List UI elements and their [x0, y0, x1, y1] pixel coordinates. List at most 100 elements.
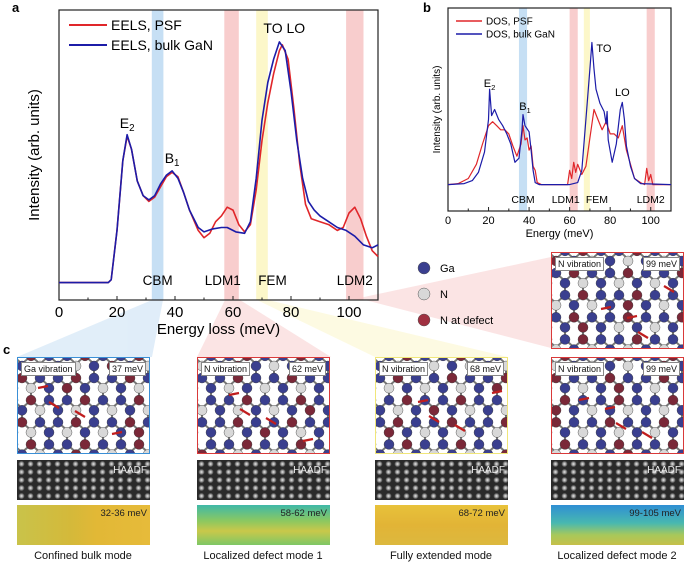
atom	[622, 417, 634, 428]
atom	[376, 405, 386, 416]
atom	[640, 312, 652, 323]
atom	[559, 289, 571, 301]
atom-legend: Ga N N at defect	[417, 261, 493, 327]
plot-frame	[447, 7, 672, 212]
atom	[277, 394, 289, 406]
atom	[43, 427, 55, 438]
atom	[322, 405, 329, 416]
atom	[500, 417, 507, 428]
atom	[205, 394, 217, 406]
x-tick-label: 0	[445, 215, 451, 227]
atom	[214, 405, 226, 416]
atom	[260, 358, 270, 362]
vibration-arrow	[454, 424, 466, 432]
atom-legend-label: N at defect	[440, 315, 493, 327]
x-axis-title: Energy loss (meV)	[157, 321, 280, 338]
vibration-mode-structure: N vibration 99 meV	[551, 357, 684, 454]
atom	[277, 427, 289, 438]
atom	[286, 417, 298, 428]
peak-label-main: TO	[596, 43, 612, 55]
peak-label-main: TO LO	[263, 20, 305, 36]
atom	[134, 358, 144, 362]
atom	[411, 449, 421, 453]
x-tick-label: 80	[604, 215, 616, 227]
atom	[223, 427, 235, 438]
x-tick-label: 20	[482, 215, 494, 227]
atom	[304, 417, 316, 428]
peak-label-sub: 2	[129, 123, 134, 134]
peak-label-sub: 1	[174, 158, 179, 169]
atom	[578, 358, 588, 362]
atom	[25, 427, 37, 438]
atom	[595, 277, 607, 289]
vibration-arrow	[265, 417, 277, 425]
atom	[106, 417, 118, 428]
atom	[52, 405, 64, 416]
vibration-arrow	[626, 314, 638, 320]
vibration-arrow	[417, 398, 429, 404]
atom	[25, 439, 37, 450]
x-tick-label: 40	[523, 215, 535, 227]
band-label: CBM	[143, 273, 173, 288]
atom	[650, 253, 660, 257]
peak-label: B1	[165, 150, 180, 169]
panel-label-a: a	[12, 0, 20, 15]
eels-intensity-map: 68-72 meV	[375, 505, 508, 545]
atom	[658, 417, 670, 428]
atom	[268, 405, 280, 416]
atom	[595, 289, 607, 301]
atom	[613, 382, 625, 394]
vibration-arrow	[663, 285, 675, 293]
haadf-image: HAADF	[551, 460, 684, 500]
atom	[61, 439, 73, 450]
atom	[98, 358, 108, 362]
atom	[559, 427, 571, 438]
atom	[676, 312, 683, 323]
atom	[18, 417, 28, 428]
atom	[250, 405, 262, 416]
atom	[313, 394, 325, 406]
atom	[596, 253, 606, 257]
atom	[62, 358, 72, 362]
vibration-arrow	[637, 331, 649, 339]
atom	[383, 394, 395, 406]
vibration-arrow	[615, 422, 627, 430]
eels-intensity-map: 32-36 meV	[17, 505, 150, 545]
atom	[106, 405, 118, 416]
atom	[446, 360, 458, 372]
fan-ldm1	[197, 300, 331, 357]
atom	[322, 417, 329, 428]
haadf-image: HAADF	[17, 460, 150, 500]
atom	[491, 427, 503, 438]
atom	[223, 382, 235, 394]
atom	[393, 449, 403, 453]
atom	[242, 358, 252, 362]
atom	[640, 405, 652, 416]
atom	[88, 417, 100, 428]
haadf-label: HAADF	[113, 465, 147, 476]
atom	[482, 405, 494, 416]
band-ldm2	[646, 8, 655, 211]
atom	[205, 439, 217, 450]
atom	[649, 427, 661, 438]
peak-label-main: LO	[615, 87, 630, 99]
atom	[667, 382, 679, 394]
atom	[464, 417, 476, 428]
atom	[79, 427, 91, 438]
vibration-arrow	[641, 431, 653, 439]
mode-caption: Confined bulk mode	[34, 550, 132, 562]
atom	[18, 405, 28, 416]
atom	[577, 427, 589, 438]
atom	[79, 439, 91, 450]
atom	[587, 344, 597, 348]
atom	[97, 439, 109, 450]
atom	[500, 405, 507, 416]
atom	[34, 405, 46, 416]
atom	[560, 253, 570, 257]
atom	[44, 358, 54, 362]
atom	[447, 449, 457, 453]
atom	[649, 439, 661, 450]
atom	[277, 382, 289, 394]
haadf-label: HAADF	[471, 465, 505, 476]
atom	[501, 449, 507, 453]
